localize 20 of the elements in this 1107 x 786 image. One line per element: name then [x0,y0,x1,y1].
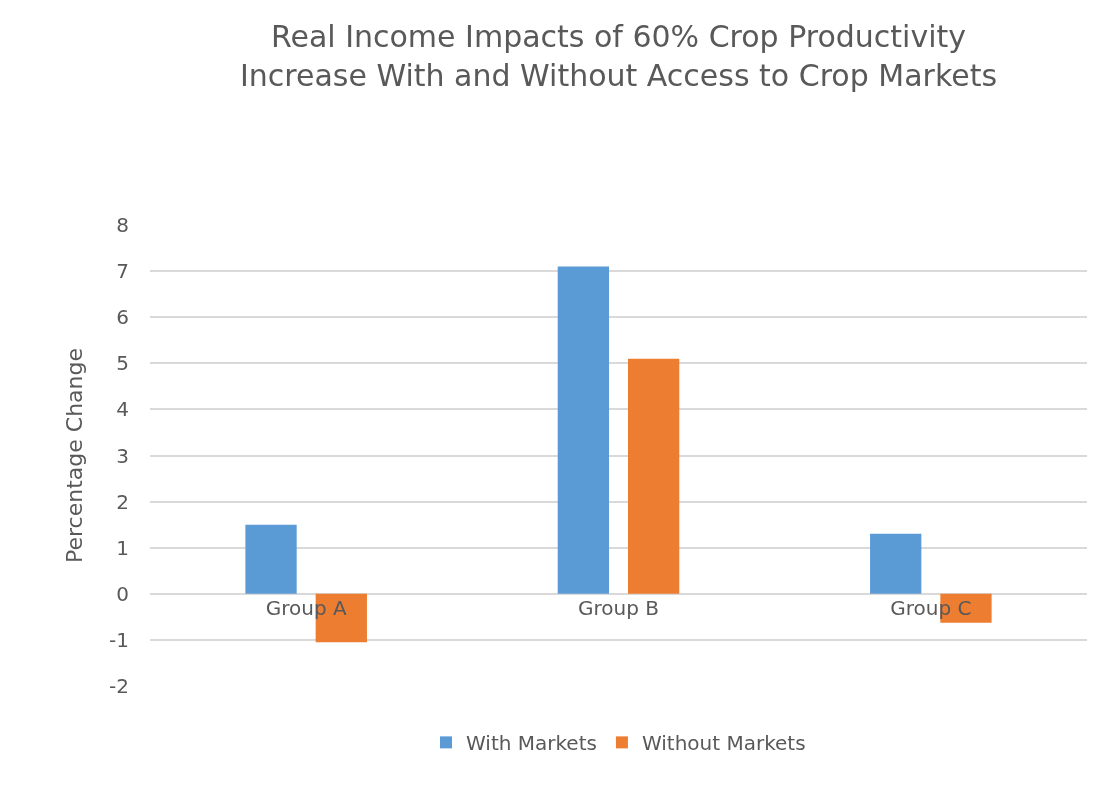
y-tick-label: -2 [109,674,129,698]
legend-label: With Markets [466,731,597,756]
y-tick-label: 1 [116,535,129,560]
y-tick-label: -1 [109,627,129,652]
bar [627,358,680,594]
y-tick-label: 0 [116,581,129,606]
y-axis-title: Percentage Change [61,348,87,563]
x-tick-label: Group B [578,595,659,620]
bar [557,266,610,594]
y-tick-label: 8 [116,213,129,237]
y-tick-label: 7 [116,259,129,284]
legend-label: Without Markets [641,731,806,756]
y-tick-label: 3 [116,443,129,468]
bar [245,524,297,594]
y-tick-label: 2 [116,489,129,514]
y-tick-label: 4 [116,397,129,422]
y-tick-label: 6 [116,305,129,330]
chart-title: Real Income Impacts of 60% Crop Productivity Increase With and Without Access to Crop Markets [239,19,998,94]
bar [870,533,922,594]
y-tick-label: 5 [116,351,129,376]
